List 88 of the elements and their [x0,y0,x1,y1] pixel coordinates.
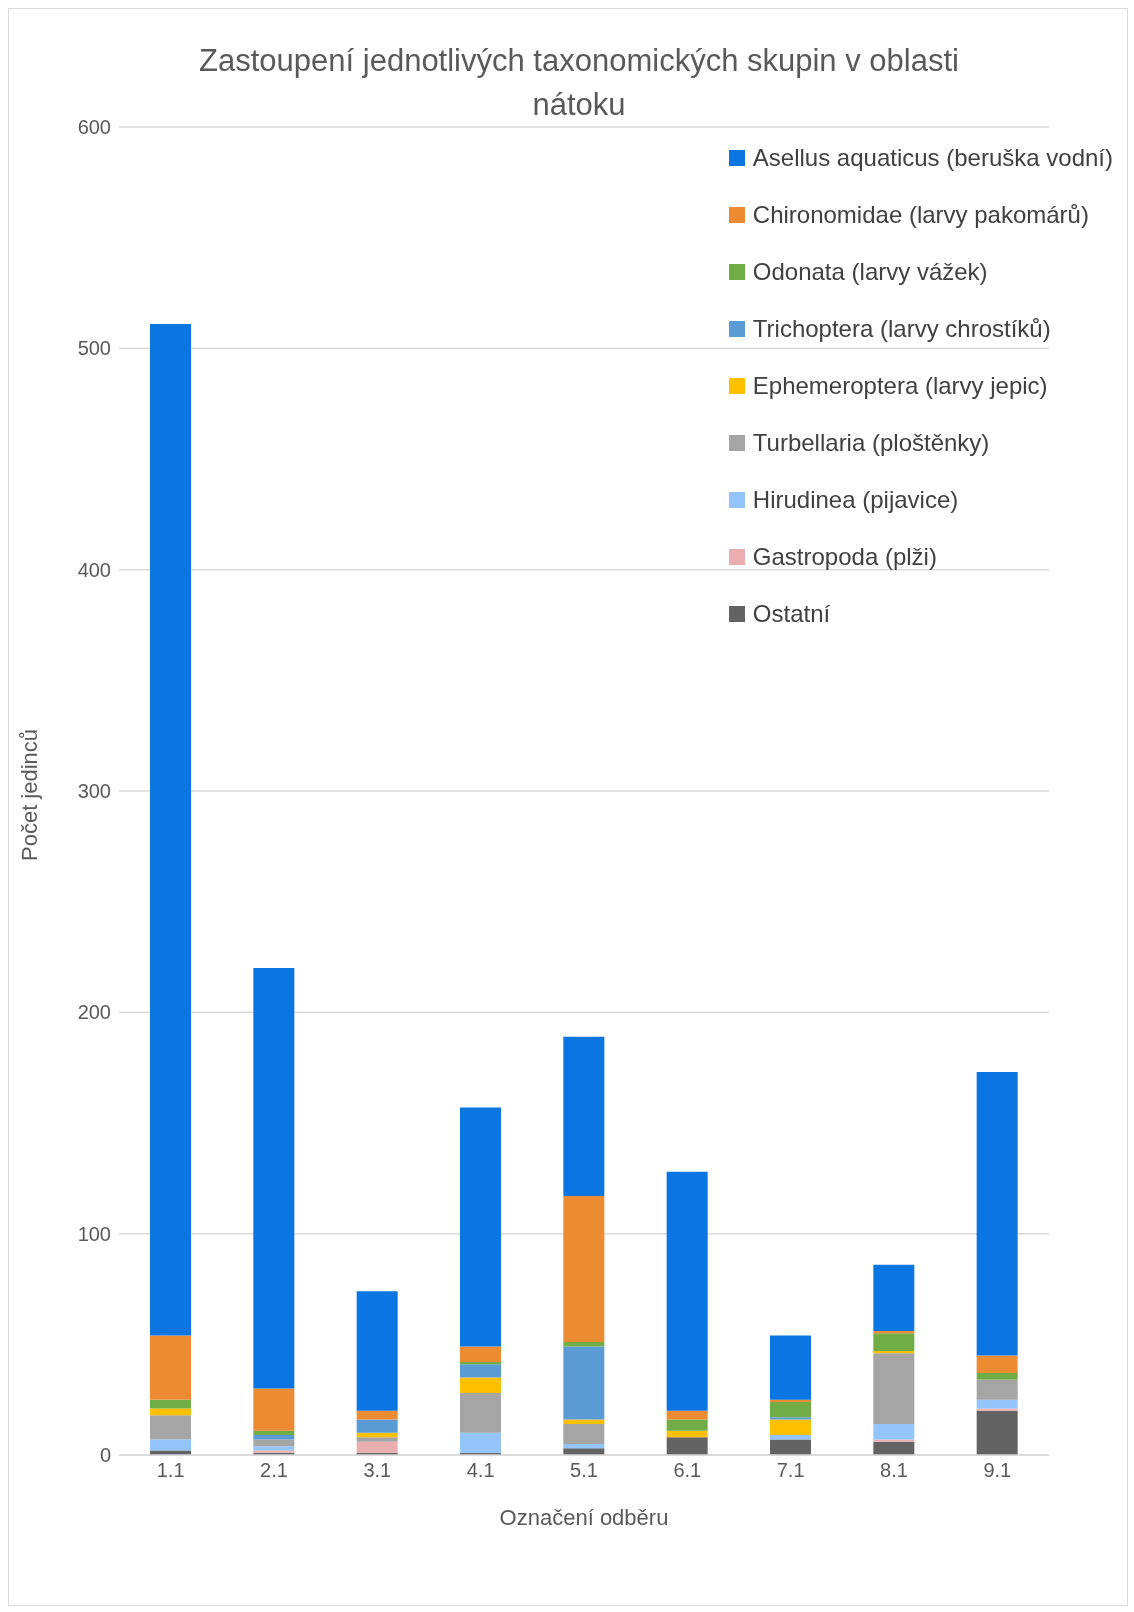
bar [356,1419,398,1433]
y-tick-label: 200 [77,1001,111,1024]
bar [563,1443,605,1449]
bar [873,1441,915,1455]
bar [253,1446,295,1451]
bar [873,1350,915,1354]
bar [873,1353,915,1425]
bar [563,1036,605,1197]
legend-label: Ostatní [752,599,831,628]
bar [150,1408,191,1416]
bar [666,1437,708,1455]
bar [976,1399,1018,1409]
bar [356,1410,398,1420]
bar [873,1439,915,1442]
x-tick-label: 2.1 [260,1459,288,1482]
bar [356,1437,398,1442]
bar [150,323,191,1336]
bar [770,1419,811,1436]
bar [666,1419,708,1431]
x-tick-label: 1.1 [156,1459,185,1482]
bar [460,1393,501,1433]
bar [976,1355,1018,1374]
bar [460,1107,501,1347]
bar [563,1342,605,1347]
legend-label: Chironomidae (larvy pakomárů) [752,200,1089,229]
bar [563,1448,605,1455]
bar [873,1264,915,1332]
y-axis-title: Počet jedinců [16,728,42,861]
bar [356,1291,398,1411]
bar [253,1430,295,1436]
y-tick-label: 100 [77,1222,111,1245]
bar [150,1415,191,1440]
bar [460,1377,501,1394]
y-tick-label: 600 [77,116,111,139]
bar [150,1399,191,1409]
bar [460,1346,501,1363]
legend-label: Trichoptera (larvy chrostíků) [752,314,1051,343]
bar [460,1364,501,1378]
y-tick-label: 400 [77,558,111,581]
bar [150,1439,191,1451]
x-tick-label: 7.1 [776,1459,805,1482]
bar [460,1362,501,1365]
bar [563,1424,605,1444]
x-tick-label: 4.1 [466,1459,495,1482]
legend-label: Gastropoda (plži) [752,542,937,571]
bar [666,1171,708,1411]
bar [563,1346,605,1420]
bar [356,1441,398,1453]
bar [253,1439,295,1447]
bar [873,1424,915,1440]
bar [976,1072,1018,1356]
x-tick-label: 5.1 [570,1459,598,1482]
bar [666,1430,708,1438]
x-tick-label: 8.1 [880,1459,908,1482]
bar [356,1432,398,1438]
bar [253,968,295,1389]
bar [253,1435,295,1440]
y-tick-label: 0 [99,1444,111,1467]
bar [976,1410,1018,1455]
bar [770,1435,811,1440]
x-tick-label: 6.1 [673,1459,702,1482]
legend-label: Turbellaria (ploštěnky) [752,428,990,457]
bar [770,1401,811,1418]
x-tick-label: 3.1 [363,1459,392,1482]
y-tick-label: 300 [77,780,111,803]
bar [253,1388,295,1431]
bar [770,1417,811,1420]
x-tick-label: 9.1 [983,1459,1012,1482]
bar [770,1335,811,1400]
bar [873,1331,915,1334]
legend-label: Odonata (larvy vážek) [752,257,988,286]
chart-title: Zastoupení jednotlivých taxonomických skupin v oblasti nátoku [198,42,960,124]
bar [770,1439,811,1455]
x-axis-title: Označení odběru [499,1505,669,1530]
bar [976,1408,1018,1411]
bar [770,1399,811,1402]
legend-label: Ephemeroptera (larvy jepic) [752,371,1048,400]
bar [563,1196,605,1343]
bar [873,1333,915,1351]
bar [563,1419,605,1425]
y-tick-label: 500 [77,337,111,360]
legend-label: Hirudinea (pijavice) [752,485,959,514]
bar [666,1410,708,1420]
bar [976,1373,1018,1380]
bar [150,1335,191,1400]
bar [976,1379,1018,1400]
legend-label: Asellus aquaticus (beruška vodní) [752,143,1113,172]
bar [460,1432,501,1453]
